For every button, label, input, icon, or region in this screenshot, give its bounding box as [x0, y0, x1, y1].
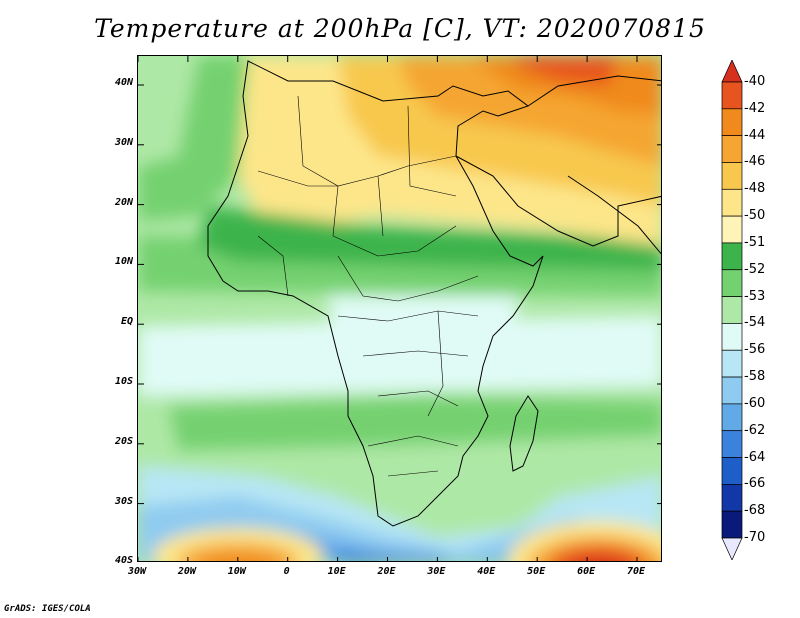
- lon-label: 60E: [577, 566, 596, 577]
- colorbar-segment: [721, 430, 743, 458]
- colorbar-segment: [721, 323, 743, 351]
- colorbar-label: -51: [744, 234, 766, 250]
- colorbar-label: -58: [744, 369, 766, 385]
- lon-label: 30W: [127, 566, 147, 577]
- colorbar-label: -54: [744, 315, 766, 331]
- colorbar: [721, 60, 743, 560]
- lat-label: EQ: [120, 316, 133, 328]
- colorbar-label: -70: [744, 530, 766, 545]
- axis-ticks: [138, 56, 661, 561]
- temperature-field: [138, 56, 661, 561]
- lat-label: 30N: [114, 136, 133, 148]
- map-title: Temperature at 200hPa [C], VT: 202007081…: [94, 14, 706, 43]
- colorbar-segment: [721, 484, 743, 512]
- colorbar-label: -44: [744, 127, 766, 143]
- lon-label: 20W: [177, 566, 196, 577]
- lat-label: 40S: [114, 555, 133, 567]
- lon-label: 0: [283, 566, 290, 577]
- country-borders: [257, 95, 479, 477]
- colorbar-label: -48: [744, 181, 766, 197]
- colorbar-segment: [721, 135, 743, 163]
- colorbar-segment: [721, 242, 743, 271]
- colorbar-label: -60: [744, 395, 766, 411]
- colorbar-label: -40: [744, 74, 766, 89]
- lat-label: 20N: [114, 196, 133, 208]
- lat-label: 30S: [114, 495, 133, 507]
- temperature-map: [137, 55, 662, 562]
- colorbar-segment: [721, 457, 743, 485]
- lat-label: 40N: [114, 77, 133, 88]
- lon-label: 30E: [427, 566, 446, 577]
- lon-label: 20E: [377, 566, 396, 577]
- colorbar-segment: [721, 162, 743, 190]
- colorbar-bottom-triangle: [721, 537, 743, 560]
- colorbar-segment: [721, 296, 743, 324]
- colorbar-segment: [721, 376, 743, 405]
- credit-text: GrADS: IGES/COLA: [4, 604, 91, 614]
- coastlines: [207, 60, 661, 527]
- colorbar-segment: [721, 215, 743, 244]
- colorbar-segment: [721, 403, 743, 432]
- colorbar-segment: [721, 81, 743, 110]
- map-canvas: [138, 56, 661, 561]
- colorbar-label: -64: [744, 449, 766, 465]
- lon-label: 40E: [477, 566, 496, 577]
- lon-label: 10E: [327, 566, 346, 577]
- colorbar-segment: [721, 510, 743, 539]
- colorbar-label: -42: [744, 100, 766, 116]
- colorbar-label: -52: [744, 261, 766, 277]
- colorbar-segment: [721, 349, 743, 378]
- colorbar-top-triangle: [721, 60, 743, 83]
- lat-label: 10N: [114, 256, 133, 268]
- colorbar-label: -62: [744, 422, 766, 438]
- colorbar-segment: [721, 108, 743, 136]
- colorbar-segment: [721, 269, 743, 297]
- colorbar-label: -50: [744, 208, 766, 224]
- lon-label: 70E: [626, 566, 646, 577]
- colorbar-label: -56: [744, 342, 766, 358]
- lat-label: 10S: [114, 376, 133, 387]
- colorbar-label: -53: [744, 288, 766, 304]
- lon-label: 10W: [227, 566, 246, 577]
- lat-label: 20S: [114, 435, 133, 447]
- colorbar-segment: [721, 188, 743, 217]
- colorbar-label: -46: [744, 154, 766, 170]
- colorbar-label: -68: [744, 503, 766, 519]
- lon-label: 50E: [527, 566, 546, 577]
- colorbar-label: -66: [744, 476, 766, 492]
